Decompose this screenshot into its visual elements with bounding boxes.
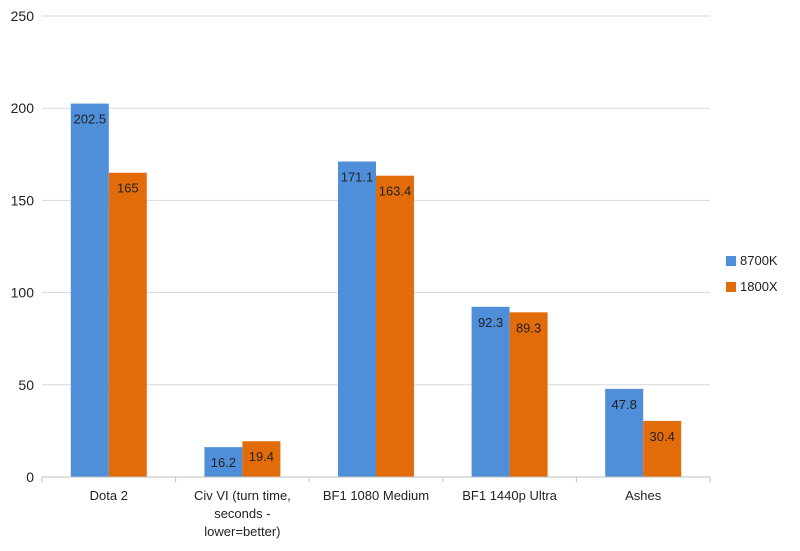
- legend-swatch-8700k: [726, 256, 736, 266]
- data-label: 165: [117, 181, 139, 196]
- bar-1800x-3: [509, 312, 548, 477]
- x-category-label: BF1 1440p Ultra: [462, 488, 557, 503]
- y-tick-label: 150: [11, 192, 35, 208]
- y-tick-label: 200: [11, 100, 35, 116]
- data-label: 171.1: [341, 169, 374, 184]
- data-label: 30.4: [650, 429, 675, 444]
- bar-1800x-4: [643, 420, 682, 477]
- bar-8700k-4: [605, 388, 644, 477]
- bar-1800x-1: [242, 441, 281, 477]
- x-category-label: seconds -: [214, 506, 270, 521]
- x-category-label: lower=better): [204, 524, 280, 539]
- x-category-label: Dota 2: [90, 488, 128, 503]
- bars: [70, 103, 682, 478]
- data-label: 89.3: [516, 320, 541, 335]
- y-tick-label: 0: [26, 469, 34, 485]
- bar-8700k-1: [204, 447, 243, 477]
- y-tick-label: 100: [11, 285, 35, 301]
- bar-8700k-0: [70, 103, 109, 477]
- data-label: 202.5: [74, 112, 107, 127]
- bar-8700k-2: [338, 161, 376, 478]
- x-axis: Dota 2 Civ VI (turn time, seconds - lower=b…: [41, 476, 711, 539]
- bar-1800x-0: [108, 172, 147, 478]
- bar-1800x-2: [376, 175, 414, 477]
- legend-label: 8700K: [740, 253, 778, 268]
- legend-swatch-1800x: [726, 282, 736, 292]
- x-category-label: Civ VI (turn time,: [194, 488, 291, 503]
- data-label: 19.4: [249, 449, 274, 464]
- legend-label: 1800X: [740, 279, 778, 294]
- data-label: 47.8: [612, 397, 637, 412]
- data-labels: 202.5 165 16.2 19.4 171.1 163.4 92.3 89.3 47.8 30…: [74, 112, 675, 471]
- bar-8700k-3: [471, 306, 510, 477]
- y-axis-ticks: 0 50 100 150 200 250: [11, 8, 35, 485]
- x-category-label: BF1 1080 Medium: [323, 488, 429, 503]
- data-label: 163.4: [379, 184, 412, 199]
- x-category-label: Ashes: [625, 488, 662, 503]
- data-label: 92.3: [478, 315, 503, 330]
- legend: 8700K 1800X: [726, 253, 778, 294]
- y-tick-label: 50: [18, 377, 34, 393]
- y-tick-label: 250: [11, 8, 35, 24]
- data-label: 16.2: [211, 455, 236, 470]
